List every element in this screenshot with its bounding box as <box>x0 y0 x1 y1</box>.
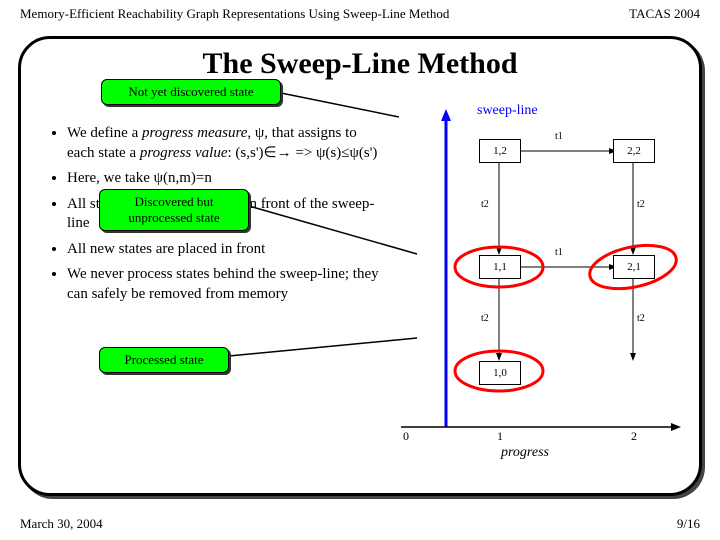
node-11: 1,1 <box>479 255 521 279</box>
edge-t2b: t2 <box>637 199 645 210</box>
callout-processed: Processed state <box>99 347 229 373</box>
callout-tail-2 <box>247 194 427 264</box>
slide-frame: The Sweep-Line Method Not yet discovered… <box>18 36 702 496</box>
sweep-line-label: sweep-line <box>477 103 538 119</box>
edge-t2a: t2 <box>481 199 489 210</box>
callout-tail-3 <box>227 334 427 364</box>
node-21: 2,1 <box>613 255 655 279</box>
graph-area: sweep-line 1,2 2,2 1,1 2,1 1,0 t1 t2 t2 … <box>381 109 681 449</box>
edge-t1b: t1 <box>555 247 563 258</box>
bullet-2: Here, we take ψ(n,m)=n <box>67 169 379 189</box>
edge-t1a: t1 <box>555 131 563 142</box>
slide-title: The Sweep-Line Method <box>21 47 699 81</box>
node-12: 1,2 <box>479 139 521 163</box>
node-22: 2,2 <box>613 139 655 163</box>
bullet-1: We define a progress measure, ψ, that as… <box>67 124 379 163</box>
header-title: Memory-Efficient Reachability Graph Repr… <box>20 6 449 22</box>
footer-page: 9/16 <box>677 516 700 532</box>
bullet-5: We never process states behind the sweep… <box>67 265 379 304</box>
header-venue: TACAS 2004 <box>629 6 700 22</box>
callout-tail-1 <box>279 87 409 127</box>
callout-not-discovered: Not yet discovered state <box>101 79 281 105</box>
node-10: 1,0 <box>479 361 521 385</box>
edge-t2c: t2 <box>481 313 489 324</box>
footer-date: March 30, 2004 <box>20 516 103 532</box>
edge-t2d: t2 <box>637 313 645 324</box>
callout-discovered: Discovered but unprocessed state <box>99 189 249 231</box>
